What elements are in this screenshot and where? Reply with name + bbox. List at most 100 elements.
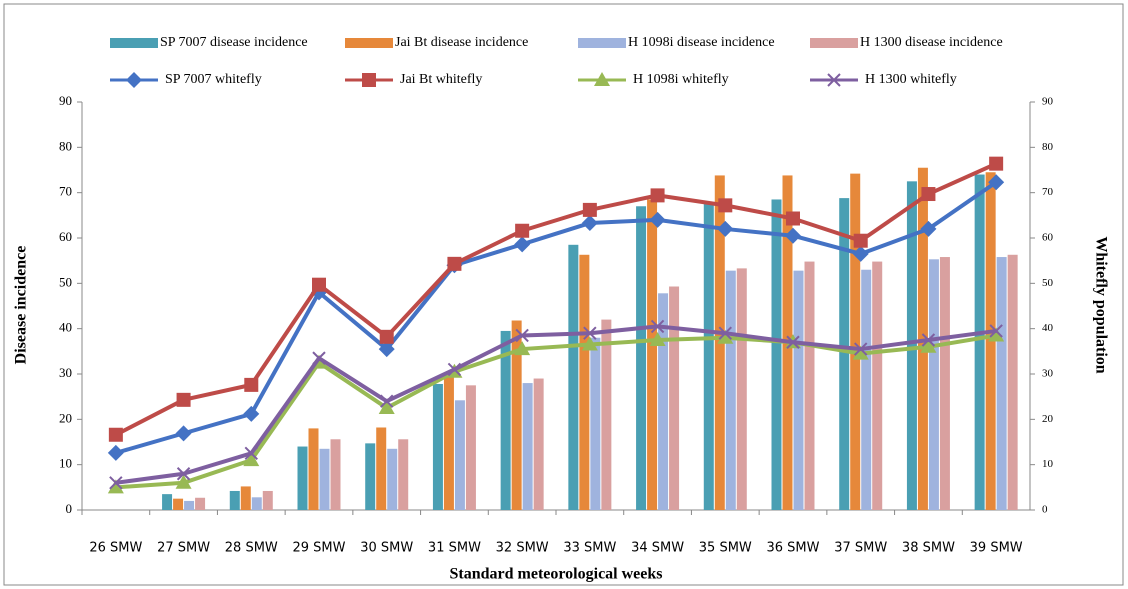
line-marker — [852, 345, 869, 360]
bar — [906, 181, 917, 511]
line-marker — [515, 328, 529, 343]
bar — [162, 494, 173, 510]
line-marker — [920, 220, 937, 237]
x-tick-label: 28 SMW — [225, 541, 278, 556]
legend-swatch — [810, 38, 858, 48]
x-tick-label: 36 SMW — [767, 541, 820, 556]
bar — [330, 439, 341, 510]
bar — [465, 385, 476, 510]
line-marker — [649, 332, 666, 346]
x-tick-label: 32 SMW — [496, 541, 549, 556]
bar — [376, 427, 387, 510]
bar — [173, 498, 184, 510]
bar — [725, 270, 736, 510]
legend-label: Jai Bt disease incidence — [395, 35, 528, 50]
line-marker — [244, 446, 258, 461]
bar — [703, 204, 714, 510]
y-tick-label: 30 — [59, 365, 72, 380]
x-tick-label: 29 SMW — [293, 541, 346, 556]
line-marker — [109, 476, 123, 490]
x-tick-label: 33 SMW — [563, 541, 616, 556]
line-marker — [650, 188, 665, 203]
line-marker — [581, 336, 598, 351]
y2-tick-label: 90 — [1042, 96, 1054, 108]
legend-label: H 1098i whitefly — [633, 72, 729, 87]
bar — [601, 319, 612, 510]
bar — [195, 497, 206, 510]
line-marker — [514, 236, 531, 253]
y-tick-label: 0 — [66, 501, 73, 516]
line-marker — [243, 452, 260, 467]
line-marker — [176, 392, 191, 407]
line-marker — [650, 319, 665, 334]
y2-tick-label: 20 — [1042, 413, 1054, 425]
y-tick-label: 80 — [59, 138, 72, 153]
bar — [262, 490, 273, 510]
line-marker — [853, 233, 868, 248]
legend-swatch — [578, 38, 626, 48]
line-marker — [514, 341, 531, 356]
line — [114, 161, 997, 437]
bar — [939, 257, 950, 510]
line-marker — [108, 427, 123, 442]
line-marker — [107, 444, 124, 461]
bar — [297, 446, 308, 510]
x-tick-label: 26 SMW — [89, 541, 142, 556]
line-marker — [175, 425, 192, 442]
line-marker — [649, 211, 666, 228]
line-marker — [717, 329, 734, 344]
x-tick-label: 37 SMW — [834, 541, 887, 556]
line-marker — [107, 479, 124, 494]
bar — [861, 269, 872, 510]
line-marker — [988, 174, 1005, 191]
line-marker — [785, 227, 801, 244]
legend-swatch — [345, 38, 393, 48]
bar — [365, 443, 376, 510]
line-marker — [447, 362, 462, 377]
legend-marker — [126, 72, 142, 88]
legend-marker — [594, 72, 610, 86]
y-tick-label: 90 — [59, 93, 72, 108]
y-tick-label: 70 — [59, 184, 72, 199]
bar — [443, 374, 454, 510]
bar — [928, 259, 939, 510]
line-marker — [786, 335, 800, 349]
legend-swatch — [110, 38, 158, 48]
line-marker — [378, 400, 395, 414]
line-marker — [447, 256, 462, 271]
legend-label: Jai Bt whitefly — [400, 72, 482, 87]
line-marker — [921, 333, 936, 347]
y-tick-label: 50 — [59, 274, 72, 289]
bar — [229, 490, 240, 510]
bar — [1007, 254, 1018, 510]
y2-tick-label: 80 — [1042, 141, 1054, 153]
bar — [579, 254, 590, 510]
legend-label: SP 7007 whitefly — [165, 72, 262, 87]
y-tick-label: 60 — [59, 229, 72, 244]
y2-tick-label: 50 — [1042, 277, 1054, 289]
y-tick-label: 20 — [59, 410, 72, 425]
bar — [454, 400, 465, 510]
bar — [996, 257, 1007, 510]
line — [115, 180, 998, 455]
y2-tick-label: 10 — [1042, 458, 1054, 470]
bar — [658, 293, 669, 510]
x-tick-label: 27 SMW — [157, 541, 210, 556]
line-marker — [921, 187, 936, 202]
bar — [974, 174, 985, 511]
bar — [251, 497, 262, 510]
line-marker — [989, 324, 1003, 338]
y2-tick-label: 40 — [1042, 322, 1054, 334]
x-tick-label: 39 SMW — [970, 541, 1023, 556]
line-marker — [786, 211, 800, 226]
line-marker — [717, 220, 734, 237]
y2-tick-label: 30 — [1042, 368, 1054, 380]
line-marker — [380, 394, 394, 408]
y2-tick-label: 70 — [1042, 186, 1054, 198]
line-marker — [718, 198, 733, 213]
line-marker — [854, 342, 868, 356]
line-marker — [718, 326, 732, 340]
bar — [533, 378, 544, 510]
